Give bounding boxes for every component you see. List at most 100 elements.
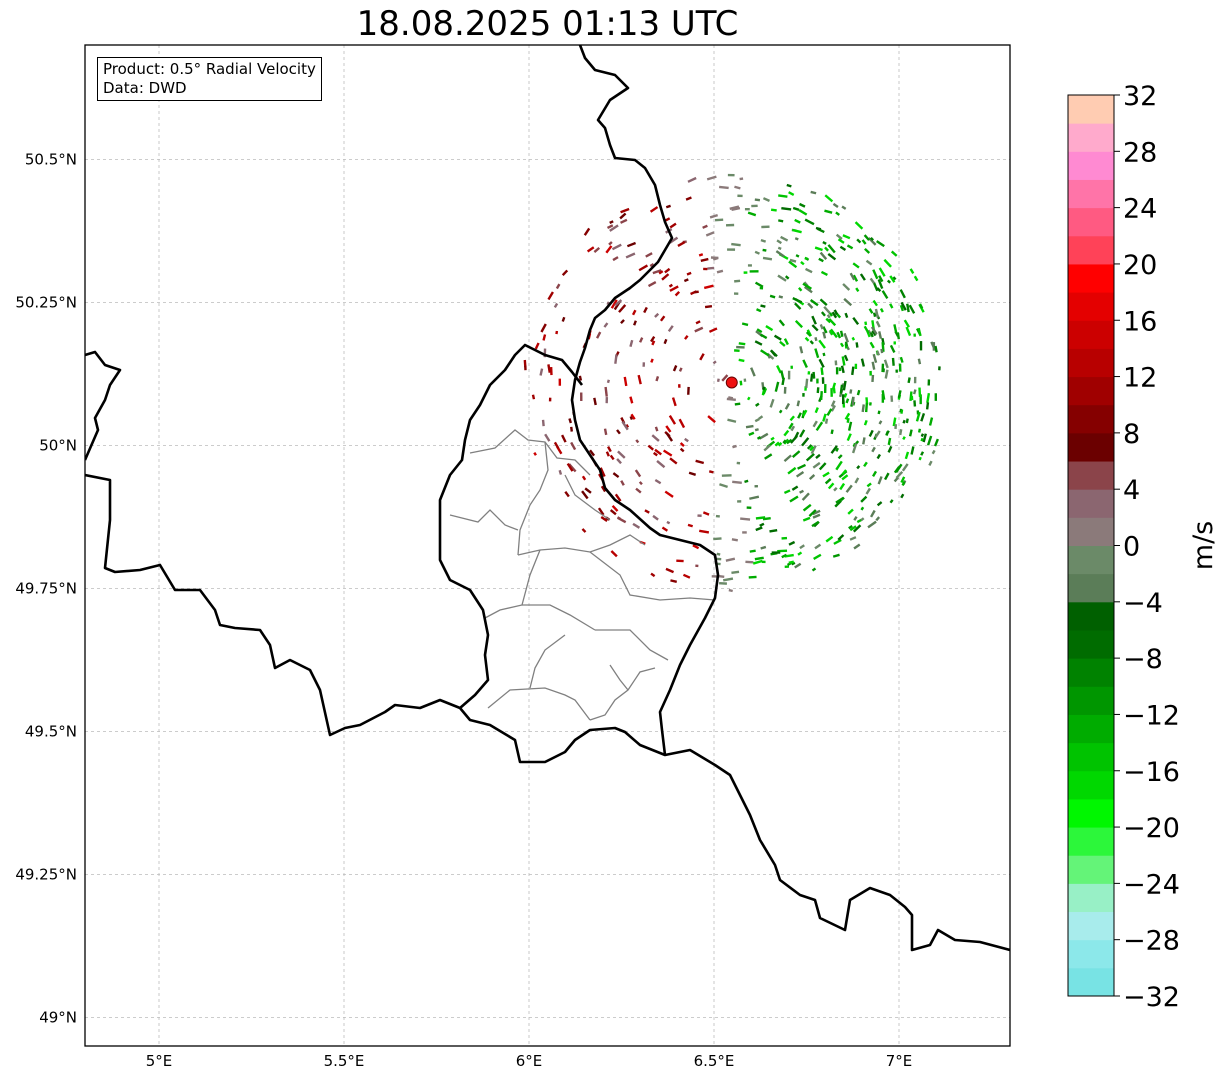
velocity-echo	[824, 209, 833, 214]
velocity-echo	[789, 415, 795, 422]
velocity-echo	[849, 272, 856, 281]
velocity-echo	[913, 333, 916, 337]
velocity-echo	[667, 325, 674, 333]
velocity-echo	[661, 273, 670, 281]
velocity-echo	[619, 212, 627, 220]
velocity-echo	[876, 287, 882, 293]
velocity-echo	[712, 360, 717, 365]
velocity-echo	[839, 245, 847, 252]
colorbar-segment	[1068, 432, 1114, 462]
velocity-echo	[523, 359, 527, 368]
velocity-echo	[908, 429, 913, 437]
velocity-echo	[749, 549, 756, 553]
velocity-echo	[812, 420, 818, 428]
velocity-echo	[933, 438, 939, 447]
velocity-echo	[644, 509, 650, 514]
colorbar-tick-label: 0	[1123, 532, 1140, 563]
velocity-echo	[900, 476, 906, 484]
velocity-echo	[736, 461, 741, 465]
velocity-echo	[733, 292, 739, 295]
velocity-echo	[778, 295, 784, 299]
velocity-echo	[637, 374, 642, 385]
velocity-echo	[614, 299, 623, 307]
velocity-echo	[853, 516, 858, 521]
velocity-echo	[827, 252, 837, 261]
velocity-echo	[759, 522, 765, 527]
velocity-echo	[687, 386, 690, 395]
velocity-echo	[642, 362, 646, 367]
velocity-echo	[892, 276, 897, 281]
velocity-echo	[652, 269, 662, 275]
velocity-echo	[745, 424, 754, 429]
velocity-echo	[861, 404, 865, 413]
velocity-echo	[758, 432, 769, 440]
velocity-echo	[934, 345, 938, 353]
velocity-echo	[611, 504, 619, 512]
velocity-echo	[890, 395, 894, 402]
velocity-echo	[869, 370, 872, 376]
velocity-echo	[754, 198, 761, 202]
velocity-echo	[846, 433, 852, 442]
velocity-echo	[746, 506, 752, 510]
velocity-echo	[555, 283, 561, 290]
velocity-echo	[827, 244, 836, 254]
velocity-echo	[795, 254, 800, 258]
velocity-echo	[524, 365, 527, 371]
velocity-echo	[918, 456, 922, 461]
velocity-echo	[905, 326, 912, 337]
velocity-echo	[872, 269, 879, 280]
velocity-echo	[754, 340, 763, 346]
velocity-echo	[834, 360, 838, 366]
velocity-echo	[790, 425, 796, 432]
velocity-echo	[739, 380, 743, 386]
velocity-echo	[692, 544, 700, 550]
velocity-echo	[699, 529, 710, 534]
velocity-echo	[665, 204, 671, 209]
velocity-echo	[872, 299, 879, 307]
velocity-echo	[788, 260, 798, 269]
velocity-echo	[778, 194, 788, 198]
velocity-echo	[533, 452, 537, 456]
velocity-echo	[869, 236, 875, 242]
velocity-echo	[822, 471, 830, 478]
velocity-echo	[904, 451, 910, 460]
velocity-echo	[635, 439, 640, 444]
velocity-echo	[878, 331, 883, 339]
velocity-echo	[869, 277, 876, 284]
velocity-echo	[846, 417, 850, 423]
colorbar-tick-label: −16	[1123, 757, 1180, 788]
velocity-echo	[750, 367, 756, 377]
velocity-echo	[819, 391, 823, 401]
velocity-echo	[725, 223, 735, 227]
velocity-echo	[876, 350, 881, 356]
velocity-echo	[799, 429, 806, 438]
velocity-echo	[794, 562, 802, 569]
velocity-echo	[760, 545, 767, 550]
velocity-echo	[738, 342, 746, 346]
velocity-echo	[871, 320, 875, 330]
velocity-echo	[654, 448, 662, 456]
velocity-echo	[802, 282, 812, 290]
velocity-echo	[609, 509, 617, 516]
velocity-echo	[661, 526, 669, 532]
velocity-echo	[877, 476, 883, 485]
velocity-echo	[905, 418, 909, 424]
colorbar-tick-label: −28	[1123, 926, 1180, 957]
velocity-echo	[781, 536, 788, 540]
velocity-echo	[860, 495, 868, 503]
velocity-echo	[835, 211, 840, 216]
velocity-echo	[896, 332, 901, 340]
velocity-echo	[620, 480, 625, 486]
velocity-echo	[871, 446, 876, 453]
velocity-echo	[842, 234, 851, 240]
velocity-colorbar: 32 28 24 20 16 12 8 4 0 −4 −8 −12 −16 −20 −24 −28 −32 m/s	[1067, 81, 1219, 1013]
colorbar-segment	[1068, 798, 1114, 828]
velocity-echo	[819, 324, 824, 330]
velocity-echo	[811, 520, 820, 528]
velocity-echo	[812, 509, 821, 516]
colorbar-segment	[1068, 376, 1114, 406]
velocity-echo	[891, 357, 895, 366]
velocity-echo	[651, 434, 660, 442]
velocity-echo	[727, 418, 737, 423]
velocity-echo	[777, 274, 787, 282]
